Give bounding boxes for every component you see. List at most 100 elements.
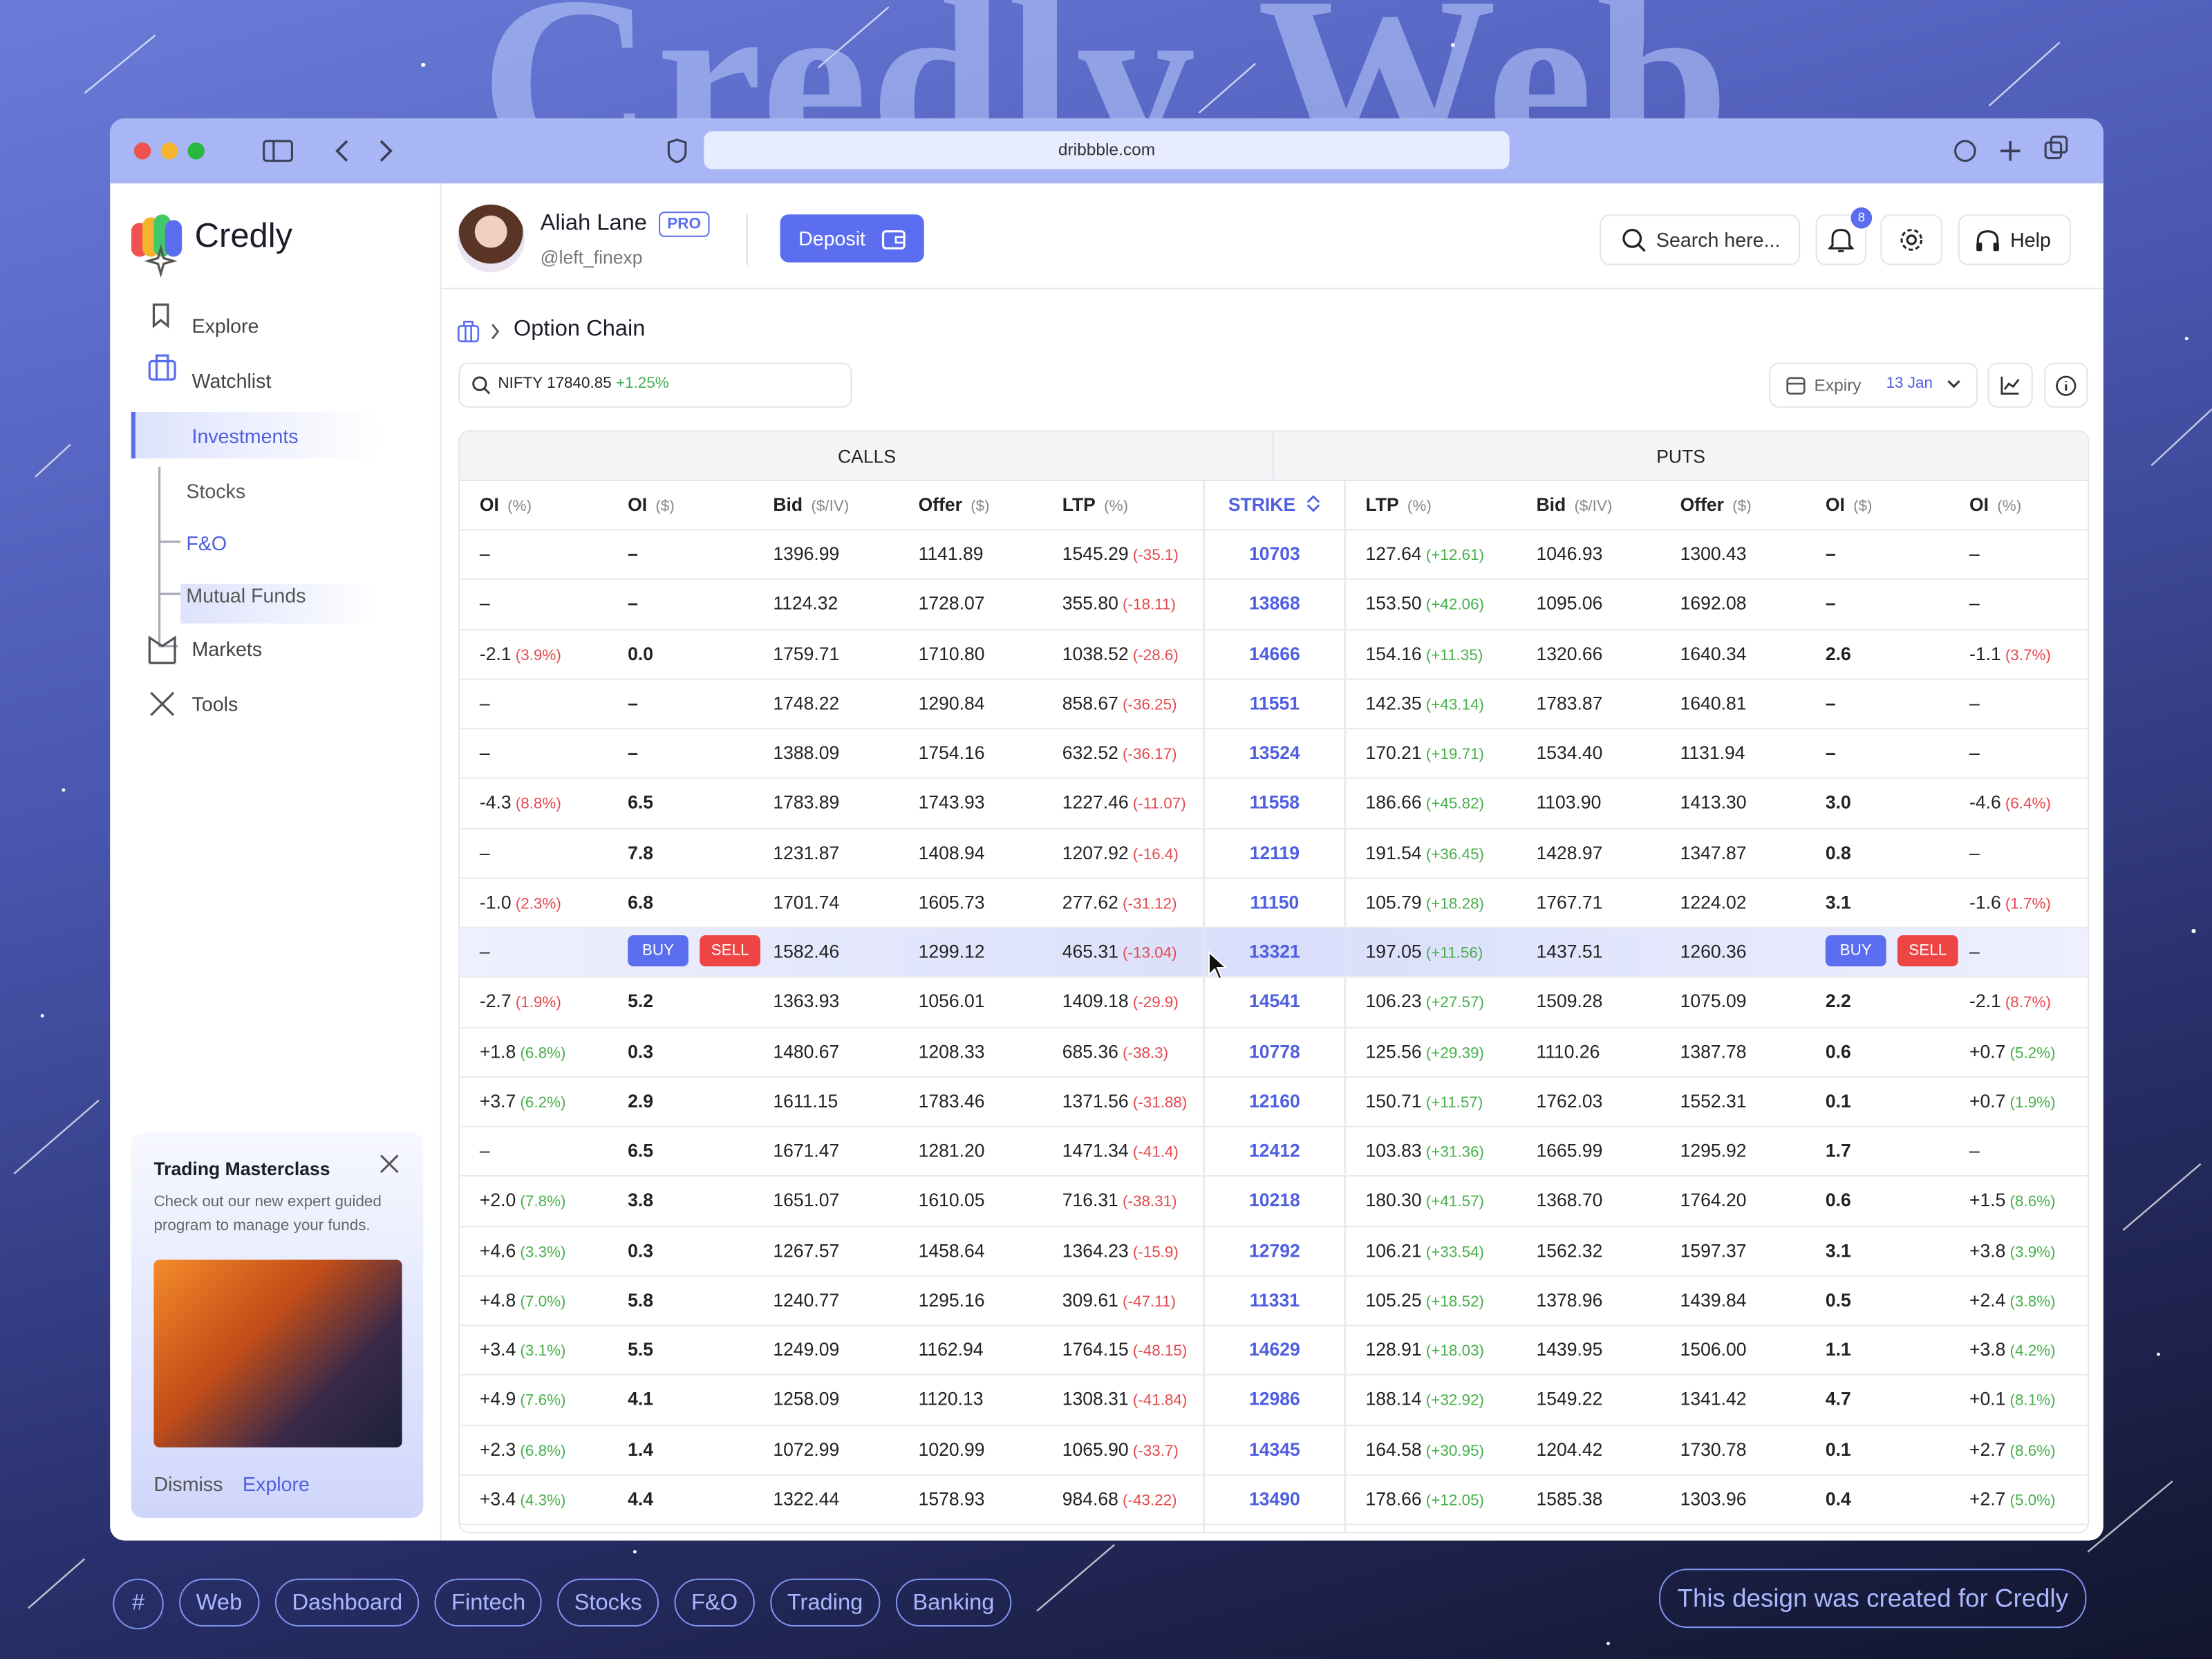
table-cell: 685.36 (-38.3) xyxy=(1042,1027,1203,1076)
column-header[interactable]: Bid ($/IV) xyxy=(1517,480,1660,529)
column-header[interactable]: OI (%) xyxy=(1949,480,2088,529)
table-cell: 13321 xyxy=(1248,941,1300,962)
row-divider xyxy=(460,777,2088,780)
chart-button[interactable] xyxy=(1987,362,2033,408)
sub-item[interactable]: Stocks xyxy=(186,479,246,503)
column-header[interactable]: LTP (%) xyxy=(1042,480,1203,529)
browser-bar: dribbble.com xyxy=(110,118,2103,184)
cell-change: (+18.52) xyxy=(1425,1293,1485,1311)
table-cell: +0.1 (8.1%) xyxy=(1949,1374,2088,1424)
address-bar[interactable]: dribbble.com xyxy=(704,131,1510,169)
deposit-button[interactable]: Deposit xyxy=(780,214,924,263)
column-unit: ($) xyxy=(971,498,990,515)
table-cell: 14629 xyxy=(1248,1338,1300,1360)
table-cell: +2.7 (8.6%) xyxy=(1949,1424,2088,1474)
cell-value: 1227.46 xyxy=(1062,791,1129,814)
sell-button[interactable]: SELL xyxy=(700,935,760,966)
table-cell: 1582.46 xyxy=(773,941,840,962)
cell-change: (7.6%) xyxy=(520,1392,566,1410)
table-cell: – xyxy=(628,692,638,714)
close-icon[interactable] xyxy=(379,1154,400,1174)
nav-item[interactable]: Markets xyxy=(191,637,263,661)
tag[interactable]: Trading xyxy=(770,1578,880,1627)
tag[interactable]: F&O xyxy=(674,1578,755,1627)
search[interactable]: Search here... xyxy=(1600,214,1801,265)
cell-value: 1764.15 xyxy=(1062,1338,1129,1360)
tag[interactable]: Fintech xyxy=(434,1578,543,1627)
table-cell: 1471.34 (-41.4) xyxy=(1042,1126,1203,1176)
nav-item[interactable]: Investments xyxy=(191,424,299,447)
column-header[interactable]: OI ($) xyxy=(608,480,753,529)
cell-change: (8.6%) xyxy=(2009,1194,2056,1211)
info-button[interactable] xyxy=(2044,362,2088,408)
table-cell: 188.14 (+32.92) xyxy=(1346,1374,1517,1424)
column-name: OI xyxy=(1825,494,1845,515)
nav-item[interactable]: Tools xyxy=(191,693,238,715)
column-unit: ($) xyxy=(655,498,675,515)
table-cell: 1610.05 xyxy=(918,1189,985,1211)
cell-value: +3.4 xyxy=(479,1338,516,1360)
nav-item[interactable]: Watchlist xyxy=(191,369,272,393)
table-cell: -1.0 (2.3%) xyxy=(460,877,608,927)
table-cell: 309.61 (-47.11) xyxy=(1042,1275,1203,1324)
table-cell: -2.1 (3.9%) xyxy=(460,628,608,678)
table-cell: 1759.71 xyxy=(773,642,840,664)
column-header[interactable]: OI (%) xyxy=(460,480,608,529)
gear-icon xyxy=(1900,229,1923,251)
tag[interactable]: Banking xyxy=(895,1578,1011,1627)
table-cell: 14666 xyxy=(1248,642,1300,664)
column-header[interactable]: Bid ($/IV) xyxy=(753,480,899,529)
table-cell: – xyxy=(1825,742,1836,764)
table-cell: 1120.13 xyxy=(918,1388,984,1410)
tag[interactable]: Stocks xyxy=(557,1578,659,1627)
table-cell: 0.3 xyxy=(628,1040,654,1062)
table-cell: 13490 xyxy=(1248,1488,1300,1510)
settings[interactable] xyxy=(1880,214,1943,265)
table-cell: 1509.28 xyxy=(1536,991,1603,1012)
table-cell: 1549.22 xyxy=(1536,1388,1603,1410)
cell-change: (+33.54) xyxy=(1425,1243,1485,1261)
table-cell: +2.7 (5.0%) xyxy=(1949,1474,2088,1524)
table-cell: 1046.93 xyxy=(1536,543,1603,565)
pro-badge: PRO xyxy=(659,212,710,237)
buy-button[interactable]: BUY xyxy=(628,935,688,966)
cell-value: 178.66 xyxy=(1365,1488,1422,1510)
column-header[interactable]: LTP (%) xyxy=(1346,480,1517,529)
column-header[interactable]: Offer ($) xyxy=(899,480,1042,529)
expiry-select[interactable]: Expiry 13 Jan xyxy=(1769,362,1978,408)
table-cell: 11558 xyxy=(1249,791,1300,814)
cell-value: -1.0 xyxy=(479,891,512,912)
column-header[interactable]: OI ($) xyxy=(1806,480,1949,529)
dismiss[interactable]: Dismiss xyxy=(153,1472,223,1496)
table-cell: 1378.96 xyxy=(1536,1288,1603,1311)
column-name: STRIKE xyxy=(1228,494,1296,515)
index-search[interactable]: NIFTY 17840.85 +1.25% xyxy=(458,362,852,408)
tag[interactable]: Web xyxy=(179,1578,259,1627)
explore[interactable]: Explore xyxy=(243,1472,310,1496)
help-button[interactable]: Help xyxy=(1958,214,2071,265)
table-cell: 1290.84 xyxy=(918,692,985,714)
tag[interactable]: Dashboard xyxy=(274,1578,420,1627)
table-cell: +3.8 (4.2%) xyxy=(1949,1324,2088,1374)
nav-item[interactable]: Explore xyxy=(191,315,259,337)
promo-image xyxy=(153,1259,402,1447)
table-cell: – xyxy=(479,592,490,615)
buy-button[interactable]: BUY xyxy=(1825,935,1886,966)
tag[interactable]: # xyxy=(113,1578,164,1630)
table-cell: 186.66 (+45.82) xyxy=(1346,778,1517,827)
table-cell: 0.0 xyxy=(628,642,654,664)
cell-value: 465.31 xyxy=(1062,941,1118,962)
column-header[interactable]: STRIKE xyxy=(1203,480,1336,529)
table-cell: 3.1 xyxy=(1825,891,1851,912)
expiry-label: Expiry xyxy=(1814,375,1862,395)
sell-button[interactable]: SELL xyxy=(1897,935,1958,966)
sub-item[interactable]: F&O xyxy=(186,532,227,555)
cell-change: (-35.1) xyxy=(1132,547,1179,565)
column-header[interactable]: Offer ($) xyxy=(1660,480,1806,529)
cell-value: +0.7 xyxy=(1969,1090,2006,1112)
table-cell: 5.5 xyxy=(628,1338,654,1360)
cell-value: 105.25 xyxy=(1365,1288,1422,1311)
cell-value: 150.71 xyxy=(1365,1090,1422,1112)
cell-change: (+27.57) xyxy=(1425,995,1485,1012)
sub-item[interactable]: Mutual Funds xyxy=(186,583,306,607)
